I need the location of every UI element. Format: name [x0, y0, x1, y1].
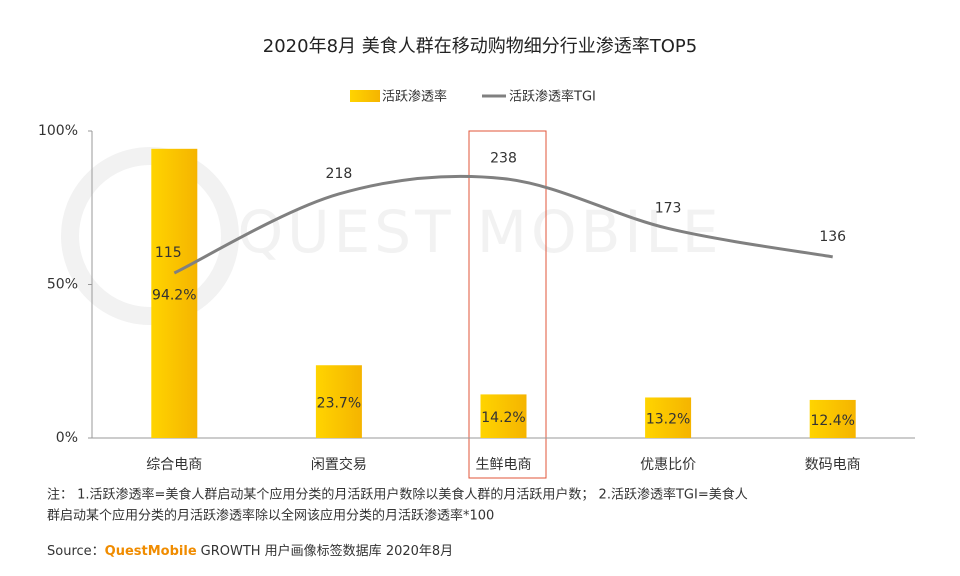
legend-label: 活跃渗透率TGI: [509, 89, 596, 105]
line-value-label: 218: [326, 166, 353, 182]
highlight-box: [468, 130, 547, 479]
note-line: 注： 1.活跃渗透率=美食人群启动某个应用分类的月活跃用户数除以美食人群的月活跃…: [47, 487, 748, 503]
bar-value-label: 23.7%: [317, 396, 361, 412]
bar-value-label: 94.2%: [152, 287, 196, 303]
source-brand: QuestMobile: [105, 544, 197, 559]
line-value-label: 238: [490, 151, 517, 167]
bar: [809, 399, 856, 438]
x-tick-label: 综合电商: [146, 457, 202, 473]
bar: [151, 148, 198, 438]
y-tick-label: 50%: [47, 277, 78, 293]
chart-title: 2020年8月 美食人群在移动购物细分行业渗透率TOP5: [263, 36, 697, 57]
bar: [480, 394, 527, 438]
y-tick-label: 100%: [38, 123, 78, 139]
watermark-logo: [61, 147, 239, 325]
line-value-label: 115: [155, 245, 182, 261]
line-value-label: 136: [819, 229, 846, 245]
line-value-label: 173: [655, 200, 682, 216]
source: Source：QuestMobile GROWTH 用户画像标签数据库 2020年…: [47, 543, 453, 559]
bar-value-label: 13.2%: [646, 412, 690, 428]
bar-value-label: 14.2%: [481, 410, 525, 426]
x-tick-label: 生鲜电商: [476, 457, 532, 473]
x-tick-label: 优惠比价: [640, 457, 696, 473]
bar: [315, 365, 362, 438]
y-tick-label: 0%: [56, 430, 78, 446]
line: [173, 174, 833, 275]
legend-swatch: [350, 90, 380, 102]
x-tick-label: 闲置交易: [311, 456, 367, 473]
legend-label: 活跃渗透率: [382, 89, 447, 105]
bar: [645, 397, 692, 438]
watermark: QUEST MOBILE: [238, 198, 723, 266]
bar-value-label: 12.4%: [810, 413, 854, 429]
source-label: Source：: [47, 544, 105, 559]
note-line: 群启动某个应用分类的月活跃渗透率除以全网该应用分类的月活跃渗透率*100: [47, 508, 494, 524]
x-tick-label: 数码电商: [805, 457, 861, 473]
source-text: GROWTH 用户画像标签数据库 2020年8月: [201, 543, 454, 559]
